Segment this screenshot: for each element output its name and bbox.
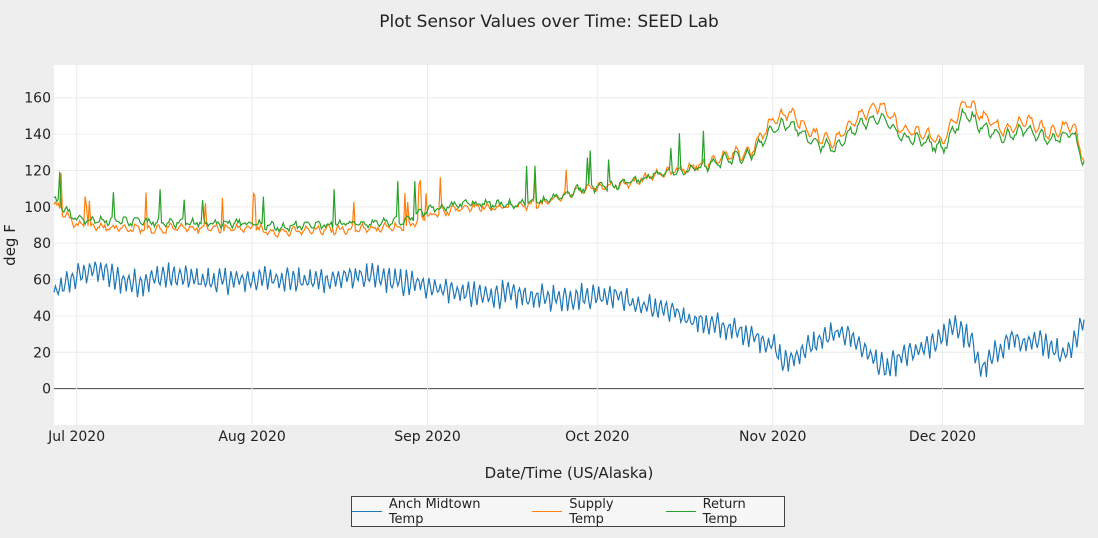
x-tick-label: Oct 2020	[565, 429, 629, 445]
legend-label: Anch Midtown Temp	[388, 496, 481, 527]
grid-lines	[54, 65, 1084, 425]
x-tick-label: Dec 2020	[909, 429, 976, 445]
series-line-anch-midtown-temp	[53, 261, 1085, 378]
legend-swatch	[665, 511, 696, 512]
x-tick-label: Nov 2020	[739, 429, 806, 445]
legend-label: Supply Temp	[569, 496, 614, 527]
y-tick-label: 100	[24, 200, 51, 216]
legend-item-return-temp[interactable]: Return Temp	[665, 496, 784, 527]
legend-swatch	[352, 511, 382, 512]
y-tick-label: 60	[33, 273, 51, 289]
y-tick-label: 0	[42, 382, 51, 398]
x-tick-label: Sep 2020	[394, 429, 460, 445]
y-tick-label: 140	[24, 127, 51, 143]
x-axis-label: Date/Time (US/Alaska)	[485, 464, 654, 482]
plot-area	[54, 65, 1084, 425]
legend: Anch Midtown Temp Supply Temp Return Tem…	[351, 496, 785, 527]
chart-title: Plot Sensor Values over Time: SEED Lab	[379, 12, 719, 32]
y-tick-label: 80	[33, 236, 51, 252]
legend-label: Return Temp	[702, 496, 746, 527]
y-tick-label: 20	[33, 345, 51, 361]
x-tick-labels: Jul 2020 Aug 2020 Sep 2020 Oct 2020 Nov 2020…	[47, 429, 976, 445]
series-line-return-temp	[53, 107, 1085, 233]
y-tick-label: 160	[24, 91, 51, 107]
x-tick-label: Aug 2020	[218, 429, 285, 445]
legend-item-supply-temp[interactable]: Supply Temp	[532, 497, 651, 527]
y-axis-label: deg F	[1, 224, 19, 266]
series-lines	[53, 100, 1085, 378]
y-tick-labels: 0 20 40 60 80 100 120 140 160	[24, 91, 51, 398]
x-tick-label: Jul 2020	[47, 429, 105, 445]
legend-item-anch-midtown-temp[interactable]: Anch Midtown Temp	[352, 497, 518, 527]
y-tick-label: 40	[33, 309, 51, 325]
legend-swatch	[532, 511, 563, 512]
y-tick-label: 120	[24, 163, 51, 179]
